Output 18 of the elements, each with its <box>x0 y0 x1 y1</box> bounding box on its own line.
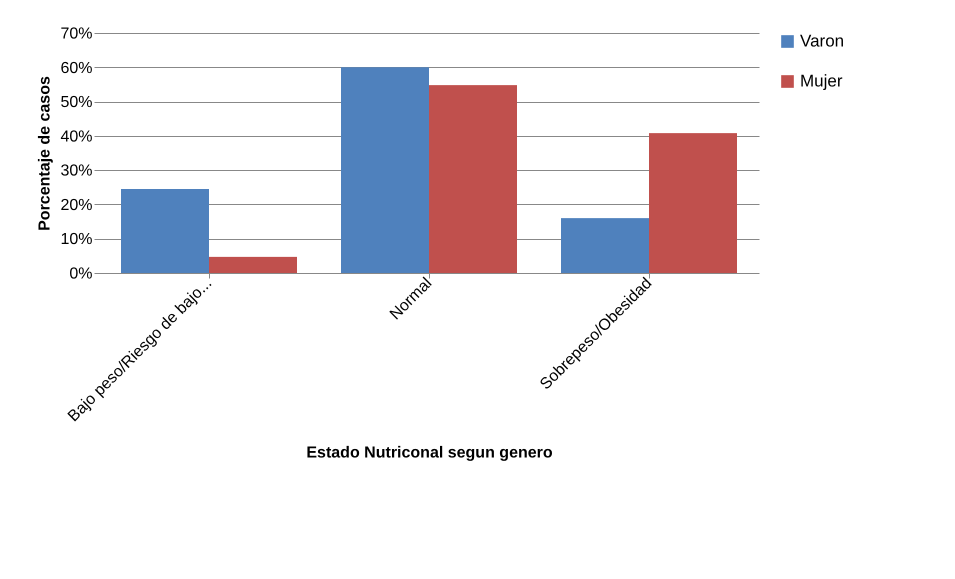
bar <box>649 133 737 273</box>
y-tick-label: 60% <box>60 60 92 77</box>
bar <box>209 256 297 273</box>
bar <box>341 67 429 273</box>
y-tick-label: 70% <box>60 26 92 42</box>
y-tick-label: 0% <box>69 266 92 282</box>
x-axis-title: Estado Nutriconal segun genero <box>306 444 553 462</box>
y-axis-title: Porcentaje de casos <box>36 76 54 231</box>
y-tick-label: 20% <box>60 196 92 214</box>
bar <box>121 189 209 273</box>
y-tick-label: 10% <box>60 231 92 248</box>
legend-label: Mujer <box>800 72 843 90</box>
legend-label: Varon <box>800 32 844 50</box>
bar <box>429 85 517 273</box>
bar <box>561 218 649 273</box>
y-tick-label: 40% <box>60 128 92 146</box>
y-tick-label: 50% <box>60 94 92 112</box>
y-tick-label: 30% <box>60 162 92 180</box>
